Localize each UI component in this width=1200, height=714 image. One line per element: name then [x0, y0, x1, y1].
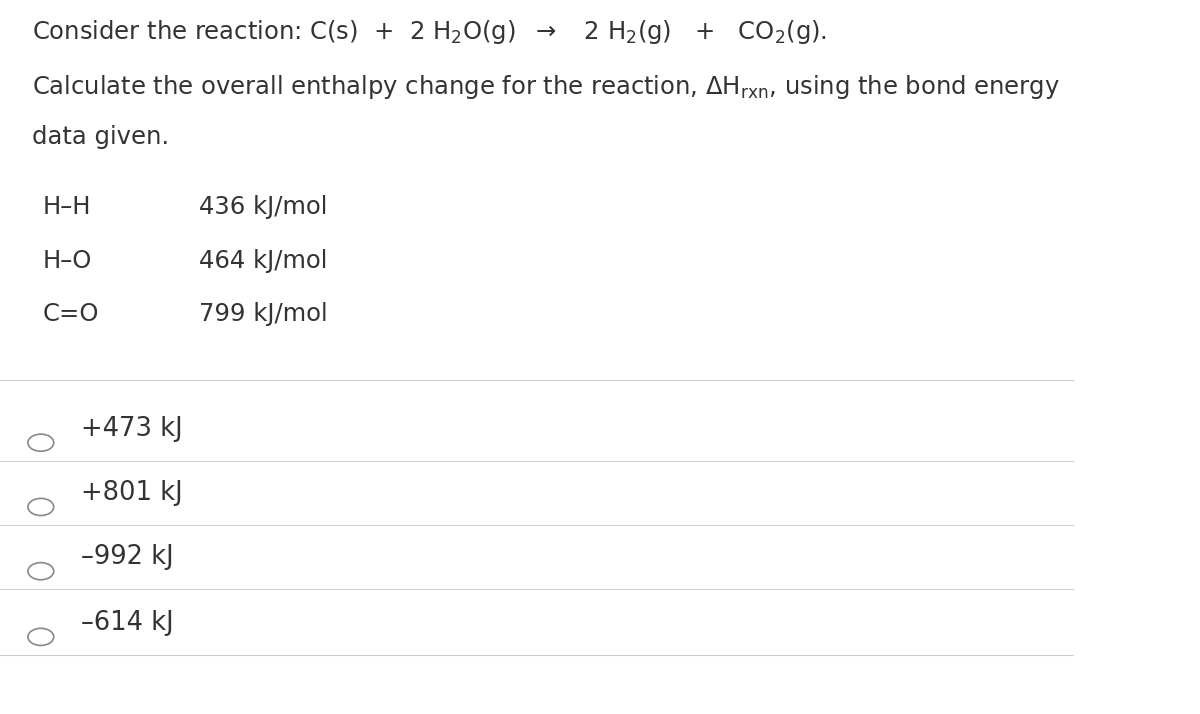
Text: +801 kJ: +801 kJ [80, 480, 182, 506]
Text: –614 kJ: –614 kJ [80, 610, 173, 635]
Text: C=O: C=O [43, 302, 100, 326]
Text: 436 kJ/mol: 436 kJ/mol [199, 195, 328, 219]
Text: H–H: H–H [43, 195, 91, 219]
Text: +473 kJ: +473 kJ [80, 416, 182, 441]
Text: –992 kJ: –992 kJ [80, 544, 173, 570]
Text: Consider the reaction: C(s)  +  2 H$_2$O(g)  $\rightarrow$   2 H$_2$(g)   +   CO: Consider the reaction: C(s) + 2 H$_2$O(g… [32, 19, 827, 46]
Text: 799 kJ/mol: 799 kJ/mol [199, 302, 328, 326]
Text: Calculate the overall enthalpy change for the reaction, $\Delta$H$_{\mathrm{rxn}: Calculate the overall enthalpy change fo… [32, 74, 1060, 101]
Text: data given.: data given. [32, 125, 169, 149]
Text: H–O: H–O [43, 248, 92, 273]
Text: 464 kJ/mol: 464 kJ/mol [199, 248, 328, 273]
